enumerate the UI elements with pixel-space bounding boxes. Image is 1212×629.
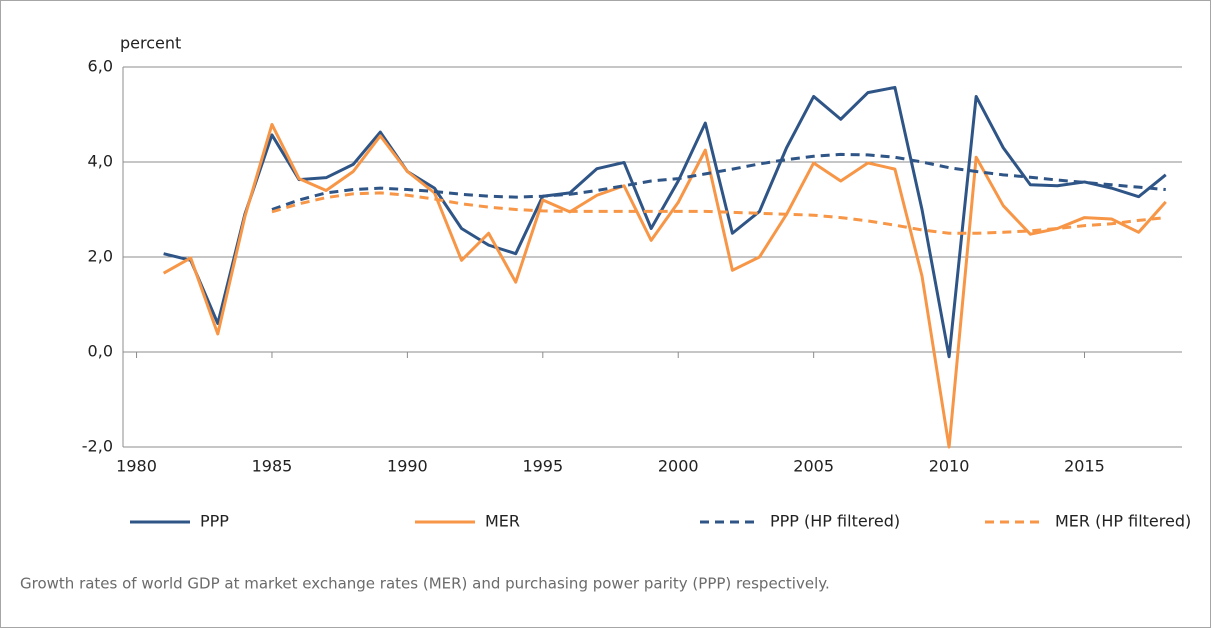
- series-line: [162, 122, 1167, 449]
- y-axis-label: percent: [120, 34, 181, 53]
- x-tick-label: 2005: [793, 457, 834, 476]
- y-tick-label: 6,0: [88, 57, 113, 76]
- y-tick-label: 4,0: [88, 152, 113, 171]
- series-line: [271, 152, 1166, 211]
- y-tick-label: 2,0: [88, 247, 113, 266]
- caption: Growth rates of world GDP at market exch…: [20, 575, 830, 593]
- x-tick-label: 2015: [1064, 457, 1105, 476]
- x-tick-label: 2000: [658, 457, 699, 476]
- y-tick-label: 0,0: [88, 342, 113, 361]
- x-tick-label: 1995: [522, 457, 563, 476]
- x-tick-label: 1990: [387, 457, 428, 476]
- x-tick-label: 2010: [929, 457, 970, 476]
- legend-label: PPP: [200, 512, 229, 531]
- series-line: [163, 85, 1167, 359]
- y-tick-label: -2,0: [82, 437, 113, 456]
- x-tick-label: 1980: [116, 457, 157, 476]
- legend-label: PPP (HP filtered): [770, 512, 900, 531]
- legend-label: MER: [485, 512, 520, 531]
- series-line: [271, 191, 1166, 235]
- x-tick-label: 1985: [252, 457, 293, 476]
- legend-label: MER (HP filtered): [1055, 512, 1191, 531]
